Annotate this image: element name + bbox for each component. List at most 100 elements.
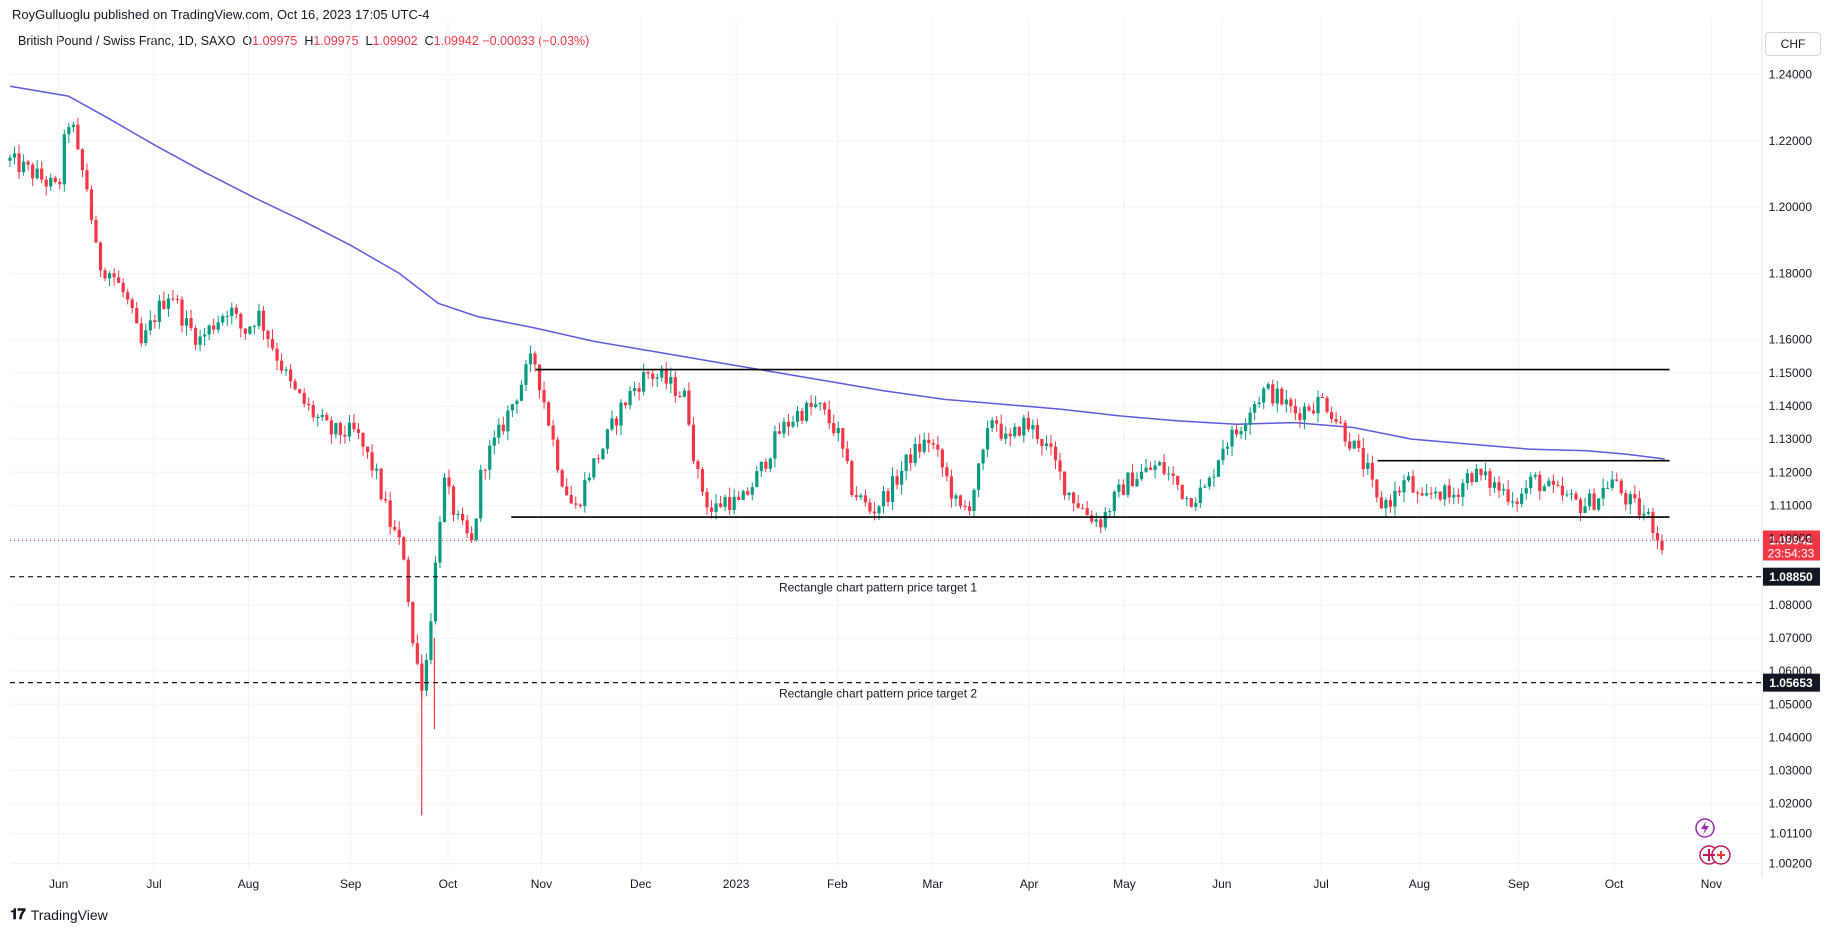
candle-body xyxy=(1393,490,1397,507)
candle-body xyxy=(768,458,772,469)
candle-body xyxy=(524,364,528,385)
candle-body xyxy=(601,448,605,460)
candle-body xyxy=(886,491,890,502)
candle-body xyxy=(311,405,315,418)
candle-body xyxy=(954,495,958,499)
candle-body xyxy=(669,377,673,384)
candle-body xyxy=(456,514,460,516)
candle-body xyxy=(1103,511,1107,528)
candle-body xyxy=(1049,443,1053,447)
candle-body xyxy=(728,497,732,511)
candle-body xyxy=(510,404,514,411)
candle-body xyxy=(479,469,483,519)
candle-body xyxy=(1452,494,1456,498)
candle-body xyxy=(732,496,736,511)
candle-body xyxy=(338,423,342,435)
y-tick-label: 1.16000 xyxy=(1769,333,1813,347)
candle-body xyxy=(506,410,510,432)
candle-body xyxy=(492,437,496,446)
candle-body xyxy=(569,495,573,504)
swiss-cross-icon xyxy=(1717,851,1725,859)
candle-body xyxy=(1099,519,1103,528)
current-price-tag xyxy=(1763,530,1820,561)
candle-body xyxy=(795,410,800,422)
x-tick-label: Nov xyxy=(531,877,552,891)
candle-body xyxy=(1126,472,1130,495)
y-tick-label: 1.14000 xyxy=(1769,399,1813,413)
candle-body xyxy=(1171,473,1175,476)
candle-body xyxy=(537,364,542,391)
candle-body xyxy=(94,219,98,243)
candle-body xyxy=(1565,494,1569,496)
candle-body xyxy=(193,327,198,345)
candle-body xyxy=(1062,471,1067,496)
y-tick-label: 1.06000 xyxy=(1769,664,1813,678)
candle-body xyxy=(556,439,560,471)
candle-body xyxy=(1542,486,1546,492)
candle-body xyxy=(189,318,193,328)
candle-body xyxy=(673,377,677,396)
currency-button[interactable]: CHF xyxy=(1765,32,1821,56)
candle-body xyxy=(1189,498,1193,507)
candle-body xyxy=(1578,499,1583,513)
candle-body xyxy=(655,377,659,379)
candle-body xyxy=(261,310,266,331)
candle-body xyxy=(605,429,610,449)
candle-body xyxy=(841,428,845,449)
candle-body xyxy=(1357,440,1361,449)
candle-body xyxy=(1615,479,1619,481)
candle-body xyxy=(393,526,397,530)
candle-body xyxy=(1633,494,1637,499)
x-tick-label: Dec xyxy=(630,877,651,891)
candle-body xyxy=(1266,384,1270,389)
y-tick-label: 1.01100 xyxy=(1770,827,1813,841)
candle-body xyxy=(1207,477,1211,487)
lightning-glyph-icon xyxy=(1701,821,1709,835)
brand-name: TradingView xyxy=(30,906,108,923)
grid xyxy=(10,18,1762,870)
candle-body xyxy=(112,273,116,278)
candle-body xyxy=(1243,424,1248,432)
candle-body xyxy=(986,428,990,450)
candle-body xyxy=(1637,498,1641,516)
candle-body xyxy=(1130,472,1135,487)
candle-body xyxy=(741,491,745,501)
candle-body xyxy=(429,621,433,660)
candle-body xyxy=(26,161,30,165)
candle-body xyxy=(289,369,293,382)
candle-body xyxy=(320,414,324,417)
candle-body xyxy=(1438,491,1442,500)
tradingview-logo-icon: 𝟏𝟕 xyxy=(10,906,26,923)
candle-body xyxy=(628,391,632,406)
candle-body xyxy=(936,444,940,450)
candle-body xyxy=(528,353,533,365)
candle-body xyxy=(995,420,999,424)
candle-body xyxy=(746,491,750,495)
candle-body xyxy=(691,424,696,462)
candle-body xyxy=(895,476,899,485)
candle-body xyxy=(85,170,89,190)
candle-body xyxy=(1501,489,1506,491)
y-tick-label: 1.03000 xyxy=(1769,764,1813,778)
candle-body xyxy=(21,161,26,173)
candle-body xyxy=(1284,399,1288,405)
candle-body xyxy=(764,461,768,469)
ohlc-high: H1.09975 xyxy=(304,34,359,48)
candle-body xyxy=(370,452,374,471)
candle-body xyxy=(1153,465,1157,470)
candle-body xyxy=(470,533,474,541)
candle-body xyxy=(791,421,795,427)
candle-body xyxy=(257,310,261,326)
brand-footer[interactable]: 𝟏𝟕 TradingView xyxy=(10,906,108,923)
candle-body xyxy=(1465,473,1469,484)
candle-body xyxy=(872,511,877,514)
candle-body xyxy=(216,322,220,330)
candle-body xyxy=(1470,473,1474,483)
candle-body xyxy=(135,308,139,324)
candle-body xyxy=(1072,492,1076,504)
candle-body xyxy=(1619,480,1623,494)
candle-body xyxy=(619,402,623,426)
x-tick-label: Jul xyxy=(146,877,161,891)
candle-body xyxy=(637,388,641,392)
